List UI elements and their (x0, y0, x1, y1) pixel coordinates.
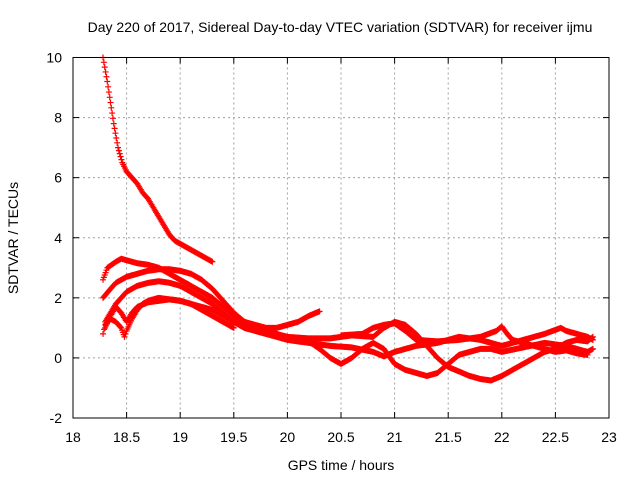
grid (73, 57, 609, 418)
data-point (103, 73, 110, 80)
x-tick-label: 23 (601, 429, 617, 445)
data-point (584, 351, 591, 358)
y-tick-label: 2 (54, 290, 62, 306)
data-point (104, 78, 111, 85)
data-point (101, 64, 108, 71)
data-point (230, 324, 237, 331)
x-tick-label: 21 (387, 429, 403, 445)
data-point (316, 308, 323, 315)
data-point (114, 139, 121, 146)
x-tick-label: 19 (172, 429, 188, 445)
data-point (115, 144, 122, 151)
data-point (112, 130, 119, 137)
x-tick-label: 18.5 (113, 429, 140, 445)
data-point (109, 110, 116, 117)
data-point (105, 89, 112, 96)
data-point (109, 115, 116, 122)
data-point (107, 99, 114, 106)
chart-title: Day 220 of 2017, Sidereal Day-to-day VTE… (88, 19, 593, 35)
y-tick-label: 6 (54, 170, 62, 186)
data-point (115, 147, 122, 154)
data-point (102, 68, 109, 75)
x-tick-label: 21.5 (435, 429, 462, 445)
x-tick-label: 19.5 (220, 429, 247, 445)
data-point (209, 258, 216, 265)
x-tick-label: 22.5 (542, 429, 569, 445)
series-6 (100, 294, 237, 340)
x-axis-label: GPS time / hours (288, 457, 395, 473)
x-tick-label: 20.5 (327, 429, 354, 445)
x-tick-labels: 18 18.5 19 19.5 20 20.5 21 21.5 22 22.5 23 (65, 429, 617, 445)
y-tick-label: 0 (54, 350, 62, 366)
data-point (110, 120, 117, 127)
y-tick-label: -2 (50, 410, 63, 426)
data-point (116, 150, 123, 157)
data-point (113, 135, 120, 142)
data-point (100, 330, 107, 337)
data-point (589, 345, 596, 352)
data-point (118, 156, 125, 163)
axis-ticks (72, 57, 610, 419)
data-point (106, 94, 113, 101)
data-points (100, 54, 596, 384)
y-axis-label: SDTVAR / TECUs (5, 182, 21, 294)
series-1 (100, 54, 216, 265)
y-tick-label: 4 (54, 230, 62, 246)
y-tick-labels: -2 0 2 4 6 8 10 (46, 50, 62, 427)
data-point (122, 330, 129, 337)
data-point (101, 326, 108, 333)
data-point (105, 83, 112, 90)
y-tick-label: 8 (54, 110, 62, 126)
data-point (121, 333, 128, 340)
x-tick-label: 20 (280, 429, 296, 445)
y-tick-label: 10 (46, 50, 62, 66)
data-point (589, 336, 596, 343)
data-point (117, 323, 124, 330)
data-point (111, 125, 118, 132)
data-point (100, 59, 107, 66)
data-point (117, 153, 124, 160)
x-tick-label: 18 (65, 429, 81, 445)
data-point (108, 104, 115, 111)
x-tick-label: 22 (494, 429, 510, 445)
series-7 (338, 320, 591, 358)
